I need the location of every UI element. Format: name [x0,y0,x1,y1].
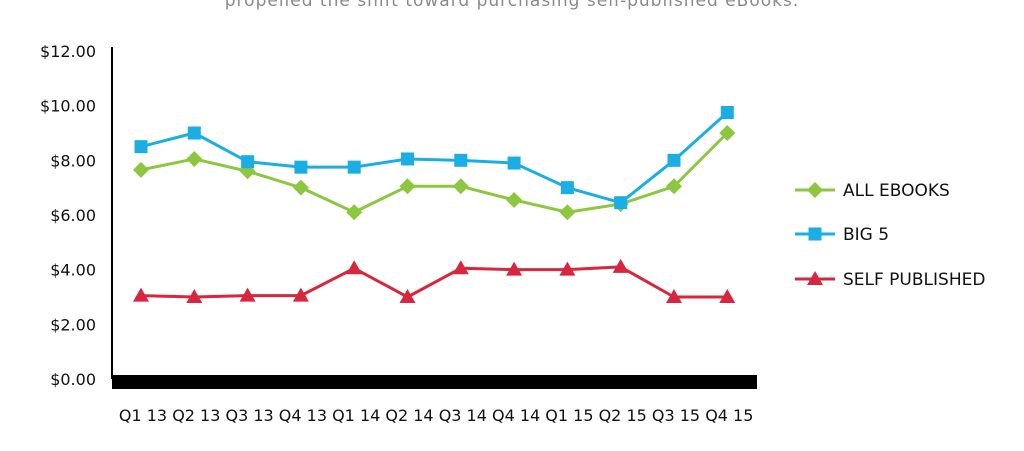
legend-marker-diamond [807,182,823,198]
x-tick-label: Q2 15 [599,406,647,425]
data-point-square [720,106,734,119]
x-tick-label: Q3 14 [439,406,487,425]
data-point-triangle [186,289,203,303]
data-point-diamond [346,204,363,221]
y-tick-label: $4.00 [50,261,96,280]
legend-marker-square [808,227,822,241]
data-point-triangle [346,260,363,275]
data-point-diamond [506,191,523,208]
x-tick-label: Q4 14 [492,406,540,425]
data-point-square [401,152,414,166]
data-point-triangle [399,289,416,303]
x-tick-label: Q1 13 [119,406,167,425]
data-point-square [241,155,255,169]
x-tick-label: Q1 15 [545,406,593,425]
data-point-square [294,160,308,174]
x-tick-label: Q2 13 [172,406,220,425]
data-point-triangle [612,258,629,273]
series-line-square [140,111,729,205]
data-point-triangle [292,287,309,302]
y-tick-label: $8.00 [50,151,96,170]
x-tick-label: Q4 13 [279,406,327,425]
data-point-diamond [719,125,736,141]
data-point-diamond [186,150,203,167]
legend-label: ALL EBOOKS [843,181,950,201]
legend-label: BIG 5 [843,225,889,245]
y-tick-label: $6.00 [50,206,96,225]
x-tick-label: Q4 15 [705,406,753,425]
data-point-square [614,196,628,210]
data-point-square [187,126,201,140]
x-tick-label: Q3 13 [225,406,273,425]
legend-label: SELF PUBLISHED [843,270,985,290]
x-tick-label: Q3 15 [652,406,700,425]
y-tick-label: $2.00 [50,315,96,334]
data-point-diamond [292,179,309,196]
data-point-square [560,181,574,195]
data-point-triangle [452,260,469,275]
series-line-diamond [140,131,729,214]
data-point-square [667,153,681,167]
data-point-square [347,160,361,174]
data-point-square [134,140,148,154]
data-point-triangle [666,289,682,303]
x-tick-label: Q2 14 [385,406,433,425]
data-point-triangle [239,287,256,302]
data-point-diamond [399,178,416,195]
data-point-triangle [559,261,576,276]
legend-marker-triangle [807,271,823,285]
data-point-square [507,156,521,170]
series-line-triangle [140,265,728,299]
data-point-diamond [666,178,682,195]
data-point-diamond [452,178,469,195]
data-point-triangle [719,289,736,303]
y-tick-label: $0.00 [50,370,96,389]
y-tick-label: $12.00 [40,42,96,61]
x-axis-baseline [112,375,757,389]
chart-caption: propelled the shift toward purchasing se… [224,0,800,11]
data-point-square [454,153,468,167]
data-point-diamond [133,161,149,178]
data-point-diamond [559,204,576,221]
data-point-triangle [506,261,523,276]
x-tick-label: Q1 14 [332,406,380,425]
data-point-triangle [133,287,149,302]
y-tick-label: $10.00 [40,97,96,116]
